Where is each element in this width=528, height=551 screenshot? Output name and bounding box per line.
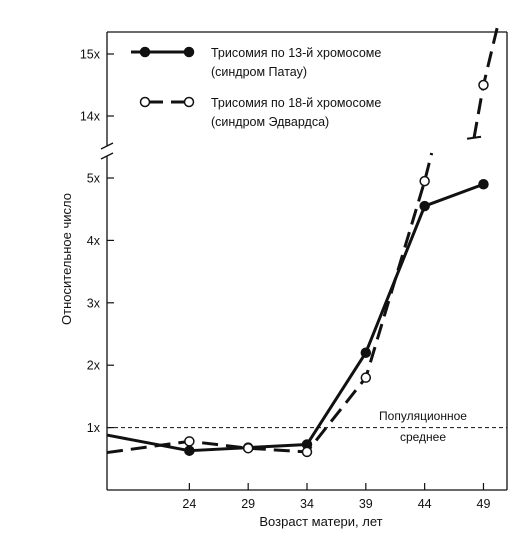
x-tick-label-0: 24 [182, 497, 196, 511]
legend-swatch-edwards-marker-left [139, 96, 151, 108]
legend-swatch-patau-marker-right [183, 46, 195, 58]
legend-label-edwards-line2: (синдром Эдвардса) [211, 115, 329, 129]
y-tick-label-lower-1: 2x [87, 359, 101, 373]
y-tick-label-upper-1: 15x [80, 48, 101, 62]
x-axis-ticks: 24 29 34 39 44 49 [182, 483, 490, 511]
series-1-line [106, 152, 434, 455]
series-1-upper-point-0 [478, 79, 489, 91]
y-tick-label-lower-3: 4x [87, 234, 101, 248]
x-axis-title: Возраст матери, лет [259, 514, 382, 529]
series-1-upper-cap [466, 135, 482, 140]
series-layer [106, 25, 500, 458]
x-tick-label-4: 44 [418, 497, 432, 511]
legend-label-edwards-line1: Трисомия по 18-й хромосоме [211, 96, 381, 110]
series-0-point-4 [419, 200, 430, 212]
series-1-point-1 [242, 442, 254, 454]
legend: Трисомия по 13-й хромосоме (синдром Пата… [131, 46, 381, 129]
series-1-point-0 [184, 436, 195, 447]
legend-label-patau-line1: Трисомия по 13-й хромосоме [211, 46, 381, 60]
series-0-point-3 [360, 347, 372, 358]
y-tick-label-lower-2: 3x [87, 296, 101, 310]
y-tick-label-lower-0: 1x [87, 421, 101, 435]
y-tick-label-upper-0: 14x [80, 110, 101, 124]
population-average-label-line1: Популяционное [379, 409, 467, 423]
x-tick-label-2: 34 [300, 497, 314, 511]
y-tick-label-lower-4: 5x [87, 172, 101, 186]
population-average-label-line2: среднее [400, 430, 446, 444]
y-axis-title: Относительное число [59, 193, 74, 325]
series-0-point-0 [184, 445, 195, 456]
reference-line-group: Популяционное среднее [107, 409, 507, 444]
y-axis-break-mark-upper [100, 142, 114, 150]
y-axis-ticks: 1x 2x 3x 4x 5x 14x 15x [80, 48, 114, 435]
series-1-point-4 [419, 175, 430, 187]
legend-swatch-patau-marker-left [139, 46, 151, 58]
x-tick-label-3: 39 [359, 497, 373, 511]
x-tick-label-1: 29 [241, 497, 255, 511]
series-0-point-5 [478, 178, 489, 190]
legend-swatch-edwards-marker-right [183, 96, 195, 108]
series-1-point-3 [360, 372, 372, 383]
series-1-point-2 [301, 446, 313, 458]
legend-label-patau-line2: (синдром Патау) [211, 65, 307, 79]
x-tick-label-5: 49 [477, 497, 491, 511]
y-axis-break-mark-lower [100, 152, 114, 160]
